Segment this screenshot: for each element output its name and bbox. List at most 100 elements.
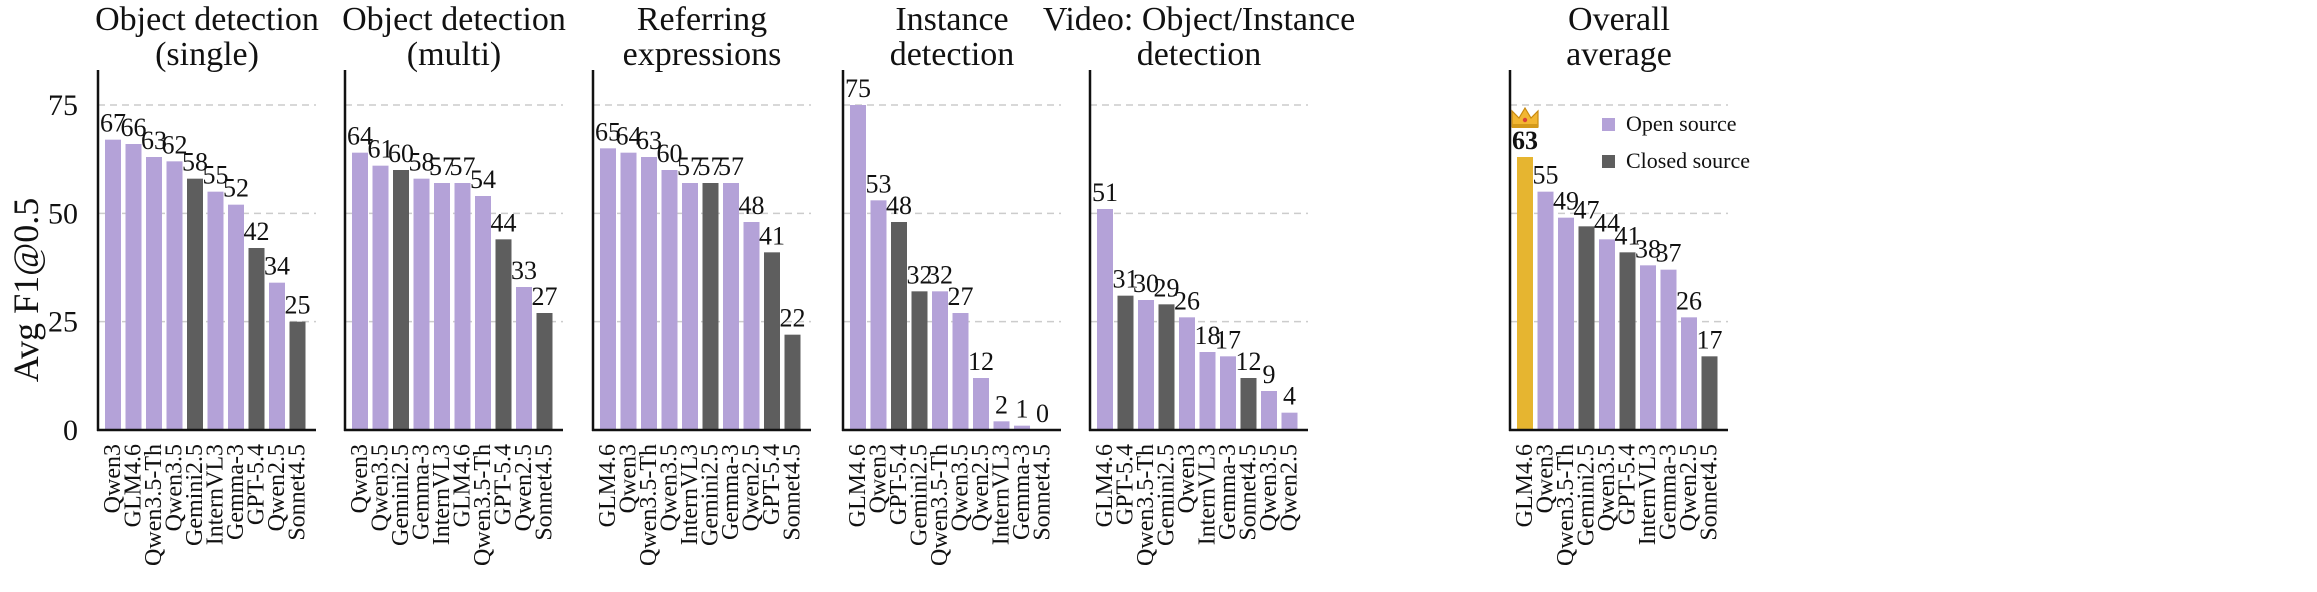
value-label: 12 xyxy=(1236,347,1262,376)
category-label: GLM4.6 xyxy=(1512,444,1538,527)
category-label: Qwen3 xyxy=(1174,444,1200,513)
chart-panel-2: Object detection(multi) 64 Qwen3 61 Qwen3.5 6… xyxy=(342,1,566,566)
bar xyxy=(764,252,780,430)
legend: Open source Closed source xyxy=(1602,111,1750,173)
bar xyxy=(641,157,657,430)
bar xyxy=(911,291,928,430)
category-label: InternVL3 xyxy=(677,444,703,545)
category-label: Qwen2.5 xyxy=(264,444,290,531)
value-label: 22 xyxy=(780,304,806,333)
category-label: GLM4.6 xyxy=(121,444,147,527)
category-label: Gemma-3 xyxy=(223,444,249,540)
category-label: GLM4.6 xyxy=(450,444,476,527)
value-label: 2 xyxy=(995,390,1008,419)
value-label: 30 xyxy=(1133,269,1159,298)
bar xyxy=(1558,217,1574,430)
value-label: 64 xyxy=(347,122,373,151)
bar xyxy=(207,191,224,430)
category-label: Qwen2.5 xyxy=(1277,444,1303,531)
bar xyxy=(146,157,162,430)
category-label: Sonnet4.5 xyxy=(532,444,558,541)
bar xyxy=(1619,252,1636,430)
bar xyxy=(454,183,471,430)
value-label: 26 xyxy=(1676,286,1702,315)
bar xyxy=(352,152,368,430)
category-label: GPT-5.4 xyxy=(491,444,517,525)
chart-title-line: Object detection xyxy=(342,1,566,38)
category-label: Gemini2.5 xyxy=(182,444,208,546)
y-tick-label: 25 xyxy=(48,306,78,339)
bar xyxy=(393,170,409,430)
value-label: 57 xyxy=(450,152,476,181)
crown-band xyxy=(1512,124,1538,128)
value-label: 49 xyxy=(1553,187,1579,216)
bar xyxy=(372,165,389,430)
category-label: Sonnet4.5 xyxy=(780,444,806,541)
bar xyxy=(973,378,989,430)
chart-title-line: Object detection xyxy=(95,1,319,38)
bar xyxy=(536,313,553,430)
bar xyxy=(1138,300,1154,430)
category-label: Qwen3.5 xyxy=(948,444,974,531)
category-label: Qwen3.5 xyxy=(657,444,683,531)
value-label: 31 xyxy=(1113,265,1139,294)
category-label: Qwen3 xyxy=(616,444,642,513)
value-label: 18 xyxy=(1195,321,1221,350)
legend-label-open: Open source xyxy=(1626,111,1737,136)
category-label: Qwen3.5-Th xyxy=(1553,444,1579,566)
category-label: GPT-5.4 xyxy=(759,444,785,525)
value-label: 58 xyxy=(182,148,208,177)
value-label: 63 xyxy=(636,126,662,155)
value-label: 67 xyxy=(100,109,126,138)
value-label: 42 xyxy=(244,217,270,246)
category-label: GLM4.6 xyxy=(845,444,871,527)
bar xyxy=(1681,317,1697,430)
value-label: 27 xyxy=(948,282,974,311)
chart-title-line: (multi) xyxy=(407,36,501,73)
value-label: 63 xyxy=(1512,126,1538,155)
chart-title-line: Overall xyxy=(1568,1,1670,38)
category-label: GPT-5.4 xyxy=(886,444,912,525)
value-label: 57 xyxy=(718,152,744,181)
category-label: Gemma-3 xyxy=(1215,444,1241,540)
bar xyxy=(993,421,1010,430)
value-label: 75 xyxy=(845,74,871,103)
value-label: 33 xyxy=(511,256,537,285)
bar xyxy=(661,170,678,430)
bar xyxy=(1179,317,1195,430)
category-label: Qwen3.5 xyxy=(1256,444,1282,531)
chart-title-line: (single) xyxy=(155,36,259,73)
category-label: Qwen2.5 xyxy=(1676,444,1702,531)
value-label: 57 xyxy=(698,152,724,181)
bar xyxy=(723,183,739,430)
category-label: Qwen3.5-Th xyxy=(470,444,496,566)
value-label: 37 xyxy=(1656,239,1682,268)
bar xyxy=(166,161,183,431)
category-label: Qwen3 xyxy=(866,444,892,513)
category-label: Qwen3 xyxy=(1533,444,1559,513)
category-label: Gemma-3 xyxy=(409,444,435,540)
bar xyxy=(743,222,760,430)
bar xyxy=(1117,295,1134,430)
value-label: 57 xyxy=(677,152,703,181)
value-label: 32 xyxy=(907,260,933,289)
category-label: InternVL3 xyxy=(1195,444,1221,545)
value-label: 54 xyxy=(470,165,496,194)
category-label: Qwen3.5-Th xyxy=(636,444,662,566)
value-label: 65 xyxy=(595,117,621,146)
bar xyxy=(269,282,285,430)
value-label: 41 xyxy=(1615,221,1641,250)
category-label: Gemma-3 xyxy=(1009,444,1035,540)
value-label: 51 xyxy=(1092,178,1118,207)
crown-gem xyxy=(1522,117,1528,123)
value-label: 44 xyxy=(1594,208,1620,237)
value-label: 26 xyxy=(1174,286,1200,315)
bar xyxy=(1660,269,1677,430)
bar xyxy=(1701,356,1718,430)
value-label: 38 xyxy=(1635,234,1661,263)
bar xyxy=(495,239,512,430)
bar xyxy=(1517,157,1533,430)
value-label: 55 xyxy=(1533,161,1559,190)
chart-title-line: detection xyxy=(1137,36,1262,73)
